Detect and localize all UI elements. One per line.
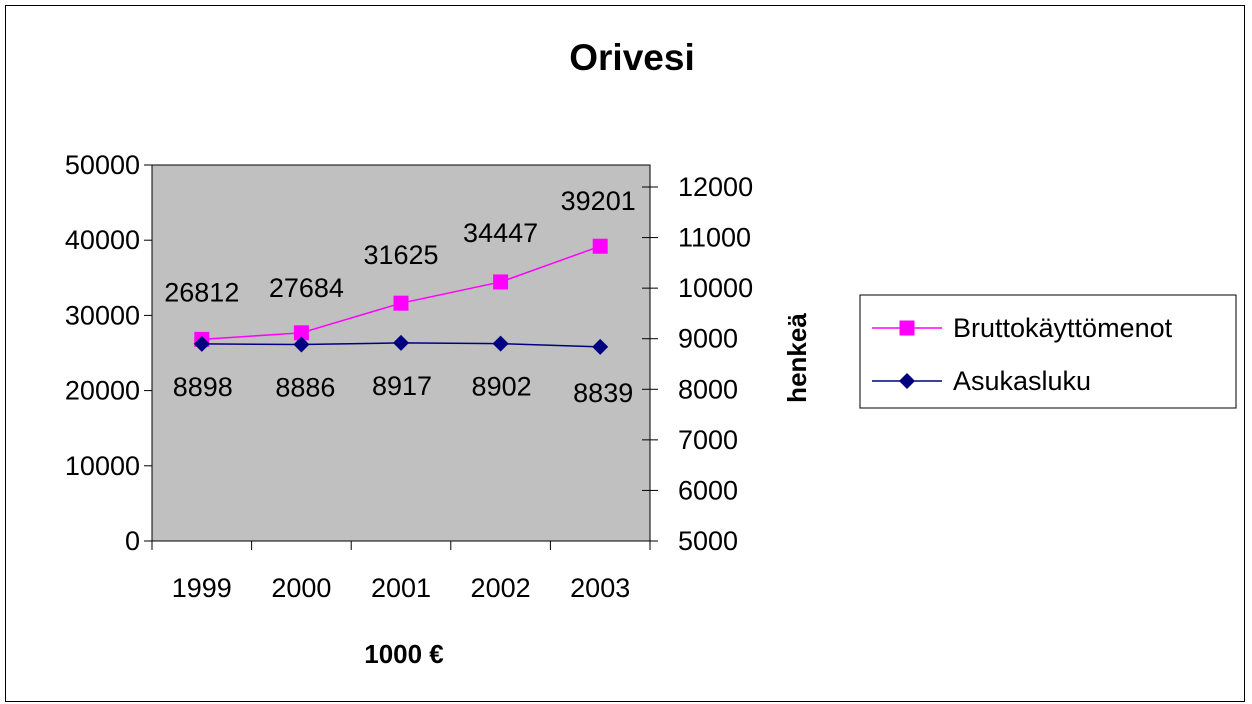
data-point <box>293 336 310 353</box>
data-point <box>493 274 509 290</box>
data-point <box>393 295 409 311</box>
x-tick-label: 2001 <box>371 573 431 603</box>
y-tick-label: 50000 <box>65 150 140 180</box>
chart-title: Orivesi <box>569 37 694 78</box>
y2-tick-label: 6000 <box>678 475 738 505</box>
x-tick-label: 1999 <box>172 573 232 603</box>
y2-tick-label: 7000 <box>678 425 738 455</box>
data-label: 8898 <box>173 372 233 402</box>
data-label: 8902 <box>472 372 532 402</box>
x-tick-label: 2002 <box>471 573 531 603</box>
legend-box <box>859 294 1237 409</box>
x-tick-label: 2000 <box>271 573 331 603</box>
data-point <box>592 238 608 254</box>
data-label: 26812 <box>164 277 239 307</box>
data-point <box>193 335 210 352</box>
y-tick-label: 20000 <box>65 376 140 406</box>
x-axis-label: 1000 € <box>364 639 444 669</box>
plot-area <box>151 164 651 542</box>
data-label: 31625 <box>363 240 438 270</box>
y2-tick-label: 9000 <box>678 324 738 354</box>
data-label: 8839 <box>573 378 633 408</box>
y2-tick-label: 8000 <box>678 374 738 404</box>
data-label: 39201 <box>561 186 636 216</box>
y2-tick-label: 12000 <box>678 172 753 202</box>
legend-marker <box>899 373 915 389</box>
y-tick-label: 30000 <box>65 300 140 330</box>
y-tick-label: 0 <box>125 526 140 556</box>
legend-label: Asukasluku <box>953 366 1091 396</box>
legend-marker <box>899 320 915 336</box>
data-point <box>293 325 309 341</box>
data-point <box>492 335 509 352</box>
data-point <box>592 338 609 355</box>
data-label: 8917 <box>372 371 432 401</box>
legend-label: Bruttokäyttömenot <box>953 313 1173 343</box>
x-tick-label: 2003 <box>570 573 630 603</box>
y-tick-label: 10000 <box>65 451 140 481</box>
y2-tick-label: 5000 <box>678 526 738 556</box>
y2-tick-label: 10000 <box>678 273 753 303</box>
data-label: 27684 <box>269 273 344 303</box>
y2-axis-label: henkeä <box>782 313 812 403</box>
data-label: 8886 <box>275 372 335 402</box>
data-point <box>393 334 409 351</box>
y-tick-label: 40000 <box>65 225 140 255</box>
y2-tick-label: 11000 <box>678 223 751 253</box>
data-label: 34447 <box>463 218 538 248</box>
legend: Bruttokäyttömenot Asukasluku <box>859 294 1237 409</box>
